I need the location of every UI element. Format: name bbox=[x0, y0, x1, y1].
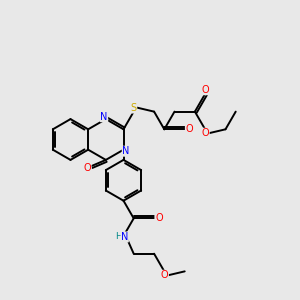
Text: O: O bbox=[202, 85, 209, 95]
Text: O: O bbox=[155, 213, 163, 223]
Text: S: S bbox=[130, 103, 137, 113]
Text: N: N bbox=[122, 146, 130, 156]
Text: O: O bbox=[202, 128, 209, 138]
Text: N: N bbox=[121, 232, 128, 242]
Text: H: H bbox=[115, 232, 122, 242]
Text: O: O bbox=[185, 124, 193, 134]
Text: O: O bbox=[161, 270, 168, 280]
Text: O: O bbox=[83, 163, 91, 173]
Text: N: N bbox=[100, 112, 108, 122]
